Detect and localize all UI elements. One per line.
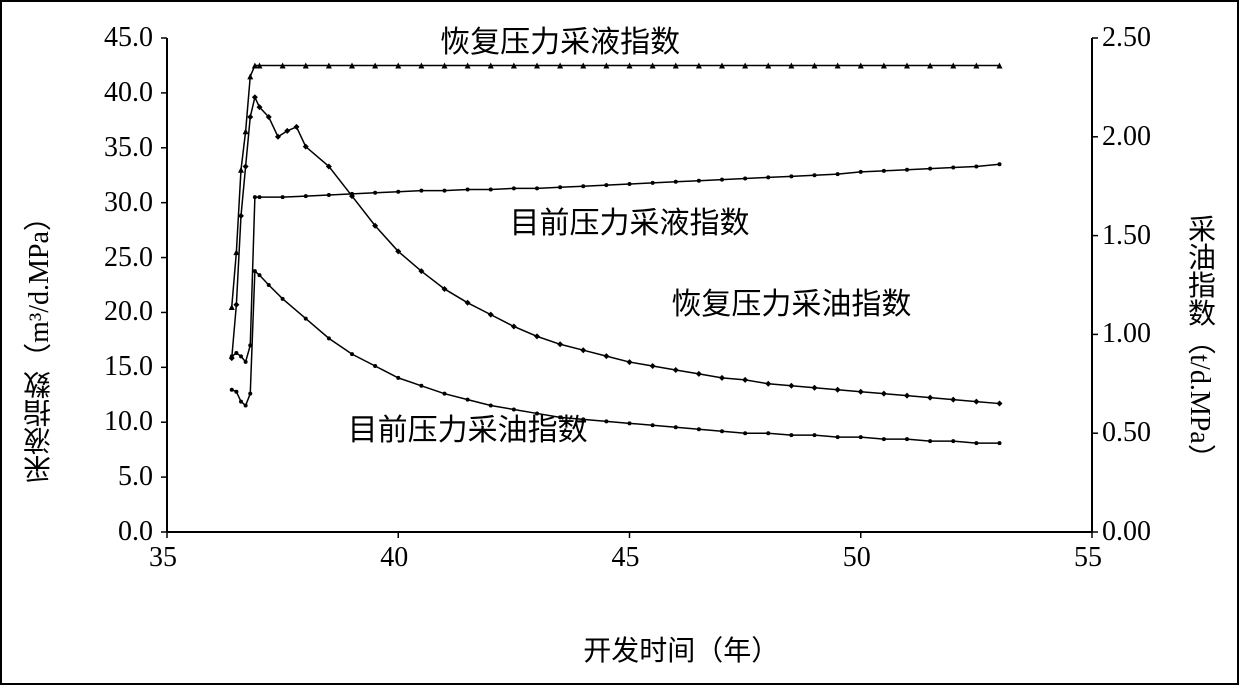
x-tick-label: 35 <box>149 542 177 574</box>
y-left-tick-label: 25.0 <box>104 242 153 274</box>
y-left-tick-label: 30.0 <box>104 187 153 219</box>
y-left-axis-label: 采液指数（m³/d.MPa） <box>20 203 60 483</box>
series-label: 目前压力采液指数 <box>510 198 750 242</box>
y-left-tick-label: 0.0 <box>118 516 153 548</box>
y-left-tick-label: 5.0 <box>118 461 153 493</box>
x-axis-label: 开发时间（年） <box>583 629 779 669</box>
x-tick-label: 40 <box>380 542 408 574</box>
x-tick-label: 45 <box>612 542 640 574</box>
x-tick-label: 50 <box>843 542 871 574</box>
y-right-tick-label: 0.00 <box>1102 516 1151 548</box>
y-left-tick-label: 35.0 <box>104 132 153 164</box>
y-left-tick-label: 20.0 <box>104 296 153 328</box>
y-left-tick-label: 45.0 <box>104 22 153 54</box>
x-tick-label: 55 <box>1074 542 1102 574</box>
series-label: 目前压力采油指数 <box>348 405 588 449</box>
y-right-tick-label: 1.50 <box>1102 220 1151 252</box>
y-left-tick-label: 40.0 <box>104 77 153 109</box>
y-right-tick-label: 2.00 <box>1102 121 1151 153</box>
y-left-tick-label: 15.0 <box>104 351 153 383</box>
y-right-tick-label: 1.00 <box>1102 318 1151 350</box>
y-right-tick-label: 2.50 <box>1102 22 1151 54</box>
y-right-tick-label: 0.50 <box>1102 417 1151 449</box>
series-label: 恢复压力采液指数 <box>440 17 680 61</box>
chart-svg <box>2 2 1239 687</box>
chart-container: 采液指数（m³/d.MPa） 采油指数（t/d.MPa） 开发时间（年） 35 4… <box>0 0 1239 685</box>
y-right-axis-label: 采油指数（t/d.MPa） <box>1179 214 1219 471</box>
y-left-tick-label: 10.0 <box>104 406 153 438</box>
series-label: 恢复压力采油指数 <box>671 279 911 323</box>
